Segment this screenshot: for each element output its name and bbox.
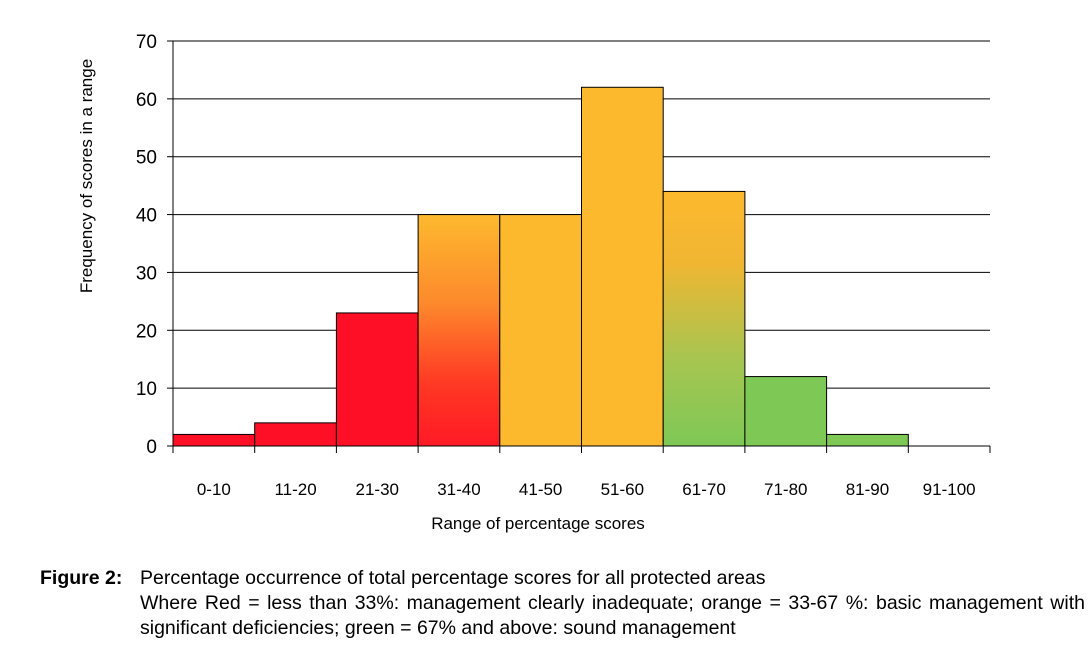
bar-51-60 [581, 86, 664, 447]
bar-61-70 [662, 190, 746, 447]
y-tick-label: 10 [136, 379, 157, 400]
y-tick-label: 20 [136, 321, 157, 342]
bar-0-10 [172, 433, 256, 447]
y-tick-label: 30 [136, 263, 157, 284]
y-tick-label: 0 [146, 437, 157, 458]
x-axis-title: Range of percentage scores [431, 514, 645, 533]
bar-41-50 [499, 214, 582, 447]
x-tick-label: 91-100 [923, 480, 976, 499]
x-tick-label: 61-70 [682, 480, 725, 499]
bar-81-90 [826, 433, 909, 447]
x-tick-label: 81-90 [846, 480, 889, 499]
figure-caption: Figure 2: Percentage occurrence of total… [40, 566, 1085, 641]
bar-71-80 [744, 376, 828, 447]
x-tick-label: 0-10 [197, 480, 231, 499]
x-tick-label: 11-20 [274, 480, 316, 499]
tick-labels: 0 10 20 30 40 50 60 70 0-10 11-20 21-30 31-40 41-50 5… [136, 32, 976, 499]
y-tick-label: 40 [136, 206, 157, 227]
bar-31-40 [417, 214, 501, 447]
x-tick-label: 31-40 [437, 480, 480, 499]
x-tick-label: 21-30 [356, 480, 399, 499]
bar-11-20 [254, 422, 337, 447]
axes [167, 40, 991, 453]
x-tick-label: 51-60 [601, 480, 644, 499]
caption-title: Percentage occurrence of total percentag… [140, 567, 766, 589]
y-tick-label: 60 [136, 90, 157, 111]
y-tick-label: 50 [136, 148, 157, 169]
bars [172, 86, 909, 447]
caption-note: Where Red = less than 33%: management cl… [140, 592, 1085, 639]
y-axis-title: Frequency of scores in a range [77, 59, 96, 293]
y-tick-label: 70 [136, 32, 157, 53]
histogram-chart: 0 10 20 30 40 50 60 70 0-10 11-20 21-30 31-40 41-50 5… [77, 32, 991, 533]
caption-label: Figure 2: [40, 567, 123, 589]
x-tick-label: 71-80 [764, 480, 807, 499]
x-tick-label: 41-50 [519, 480, 562, 499]
bar-21-30 [335, 312, 419, 447]
